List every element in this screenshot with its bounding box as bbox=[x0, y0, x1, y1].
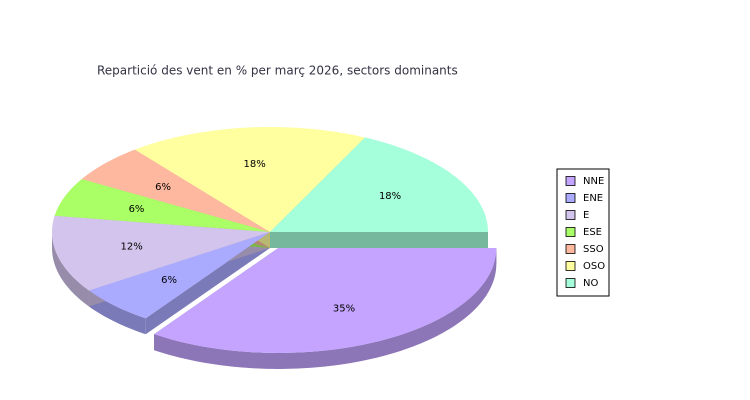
legend-swatch bbox=[565, 244, 576, 254]
data-label: 6% bbox=[155, 182, 171, 193]
slice bbox=[52, 215, 270, 291]
legend-swatch bbox=[565, 193, 576, 203]
legend-swatch bbox=[565, 210, 576, 220]
legend-label: NO bbox=[583, 278, 598, 289]
chart-title: Repartició des vent en % per març 2026, … bbox=[97, 64, 458, 78]
legend-label: ESE bbox=[583, 227, 602, 238]
legend-label: SSO bbox=[583, 244, 604, 255]
data-label: 18% bbox=[243, 159, 265, 170]
legend-label: NNE bbox=[583, 176, 604, 187]
slice-side bbox=[52, 232, 89, 307]
legend-swatch bbox=[565, 278, 576, 288]
legend-swatch bbox=[565, 176, 576, 186]
data-label: 12% bbox=[121, 242, 143, 253]
data-label: 6% bbox=[161, 275, 177, 286]
legend-label: OSO bbox=[583, 261, 605, 272]
legend-label: E bbox=[583, 210, 589, 221]
slice bbox=[81, 149, 271, 232]
slice bbox=[154, 247, 497, 353]
slice-side bbox=[154, 247, 497, 369]
legend-swatch bbox=[565, 227, 576, 237]
legend-label: ENE bbox=[583, 193, 603, 204]
slice bbox=[88, 232, 270, 319]
legend-swatch bbox=[565, 261, 576, 271]
data-label: 6% bbox=[129, 204, 145, 215]
slice bbox=[270, 137, 488, 232]
data-label: 18% bbox=[379, 191, 401, 202]
data-label: 35% bbox=[333, 303, 355, 314]
slice bbox=[54, 179, 270, 232]
slice bbox=[134, 127, 366, 232]
slice-face bbox=[270, 232, 488, 248]
